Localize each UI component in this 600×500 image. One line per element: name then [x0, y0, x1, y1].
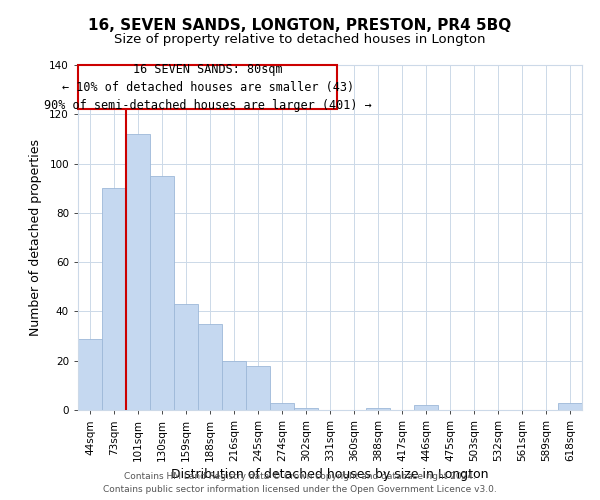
Bar: [174, 304, 198, 410]
Bar: [366, 408, 390, 410]
Text: Contains HM Land Registry data © Crown copyright and database right 2024.
Contai: Contains HM Land Registry data © Crown c…: [103, 472, 497, 494]
Bar: [78, 338, 102, 410]
Bar: [198, 324, 222, 410]
Bar: [150, 176, 174, 410]
Text: 16 SEVEN SANDS: 80sqm
← 10% of detached houses are smaller (43)
90% of semi-deta: 16 SEVEN SANDS: 80sqm ← 10% of detached …: [44, 62, 371, 112]
Bar: [414, 405, 438, 410]
Bar: [558, 402, 582, 410]
Text: Size of property relative to detached houses in Longton: Size of property relative to detached ho…: [114, 32, 486, 46]
X-axis label: Distribution of detached houses by size in Longton: Distribution of detached houses by size …: [171, 468, 489, 481]
Bar: [222, 360, 246, 410]
Bar: [126, 134, 150, 410]
Bar: [246, 366, 270, 410]
Y-axis label: Number of detached properties: Number of detached properties: [29, 139, 42, 336]
FancyBboxPatch shape: [78, 65, 337, 110]
Bar: [270, 402, 294, 410]
Bar: [294, 408, 318, 410]
Text: 16, SEVEN SANDS, LONGTON, PRESTON, PR4 5BQ: 16, SEVEN SANDS, LONGTON, PRESTON, PR4 5…: [88, 18, 512, 32]
Bar: [102, 188, 126, 410]
